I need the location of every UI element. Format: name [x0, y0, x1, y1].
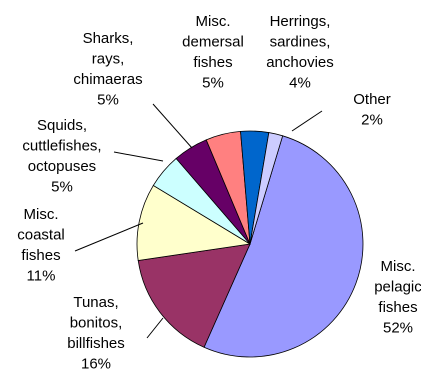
slice-label-line: pelagic	[374, 279, 421, 296]
slice-label-line: chimaeras	[73, 71, 142, 88]
slice-label-line: rays,	[92, 51, 125, 68]
slice-label-line: anchovies	[266, 54, 334, 71]
slice-percent: 4%	[289, 75, 311, 92]
leader-line-squids-cuttlefishes-octopuses	[113, 151, 164, 162]
slice-percent: 5%	[51, 179, 73, 196]
slice-label-line: Herrings,	[270, 13, 331, 30]
slice-label-line: cuttlefishes,	[22, 138, 101, 155]
slice-percent: 52%	[383, 320, 413, 337]
slice-label-line: billfishes	[67, 335, 125, 352]
slice-label-misc-pelagic-fishes: Misc. pelagic fishes 52%	[374, 258, 421, 337]
slice-percent: 11%	[27, 268, 56, 285]
slice-label-line: sardines,	[270, 34, 331, 51]
slice-label-line: Other	[353, 91, 391, 108]
slice-label-line: fishes	[193, 54, 232, 71]
slice-label-sharks-rays-chimaeras: Sharks, rays, chimaeras 5%	[73, 30, 142, 109]
slice-label-line: demersal	[182, 34, 244, 51]
slice-label-squids-cuttlefishes-octopuses: Squids, cuttlefishes, octopuses 5%	[22, 117, 101, 196]
slice-label-line: Squids,	[37, 117, 87, 134]
slice-label-line: octopuses	[28, 158, 96, 175]
leader-lines	[74, 103, 323, 339]
leader-line-misc-coastal-fishes	[74, 222, 144, 252]
slice-percent: 16%	[81, 356, 111, 373]
slice-percent: 2%	[361, 112, 383, 129]
slice-label-herrings-sardines-anchovies: Herrings, sardines, anchovies 4%	[266, 13, 334, 92]
slice-label-line: Misc.	[381, 258, 416, 275]
slice-other	[249, 132, 284, 245]
slice-label-line: Tunas,	[73, 294, 118, 311]
slice-label-line: fishes	[21, 247, 60, 264]
slice-label-line: bonitos,	[70, 315, 123, 332]
slice-percent: 5%	[202, 75, 224, 92]
pie-slices	[136, 130, 364, 358]
slice-label-line: Sharks,	[83, 30, 134, 47]
slice-label-line: Misc.	[24, 206, 59, 223]
leader-line-other	[291, 110, 323, 132]
slice-labels: Misc. pelagic fishes 52% Tunas, bonitos, billf…	[17, 13, 421, 373]
slice-tunas-bonitos-billfishes	[137, 243, 251, 348]
slice-label-misc-coastal-fishes: Misc. coastal fishes 11%	[17, 206, 65, 285]
slice-label-line: coastal	[17, 227, 65, 244]
slice-label-other: Other 2%	[353, 91, 391, 129]
slice-misc-pelagic-fishes	[203, 135, 364, 358]
leader-line-sharks-rays-chimaeras	[152, 103, 193, 149]
leader-line-tunas-bonitos-billfishes	[146, 317, 164, 339]
slice-percent: 5%	[97, 92, 119, 109]
slice-misc-coastal-fishes	[136, 184, 252, 261]
slice-label-tunas-bonitos-billfishes: Tunas, bonitos, billfishes 16%	[67, 294, 125, 373]
slice-label-line: Misc.	[196, 13, 231, 30]
slice-label-misc-demersal-fishes: Misc. demersal fishes 5%	[182, 13, 244, 92]
slice-label-line: fishes	[378, 299, 417, 316]
